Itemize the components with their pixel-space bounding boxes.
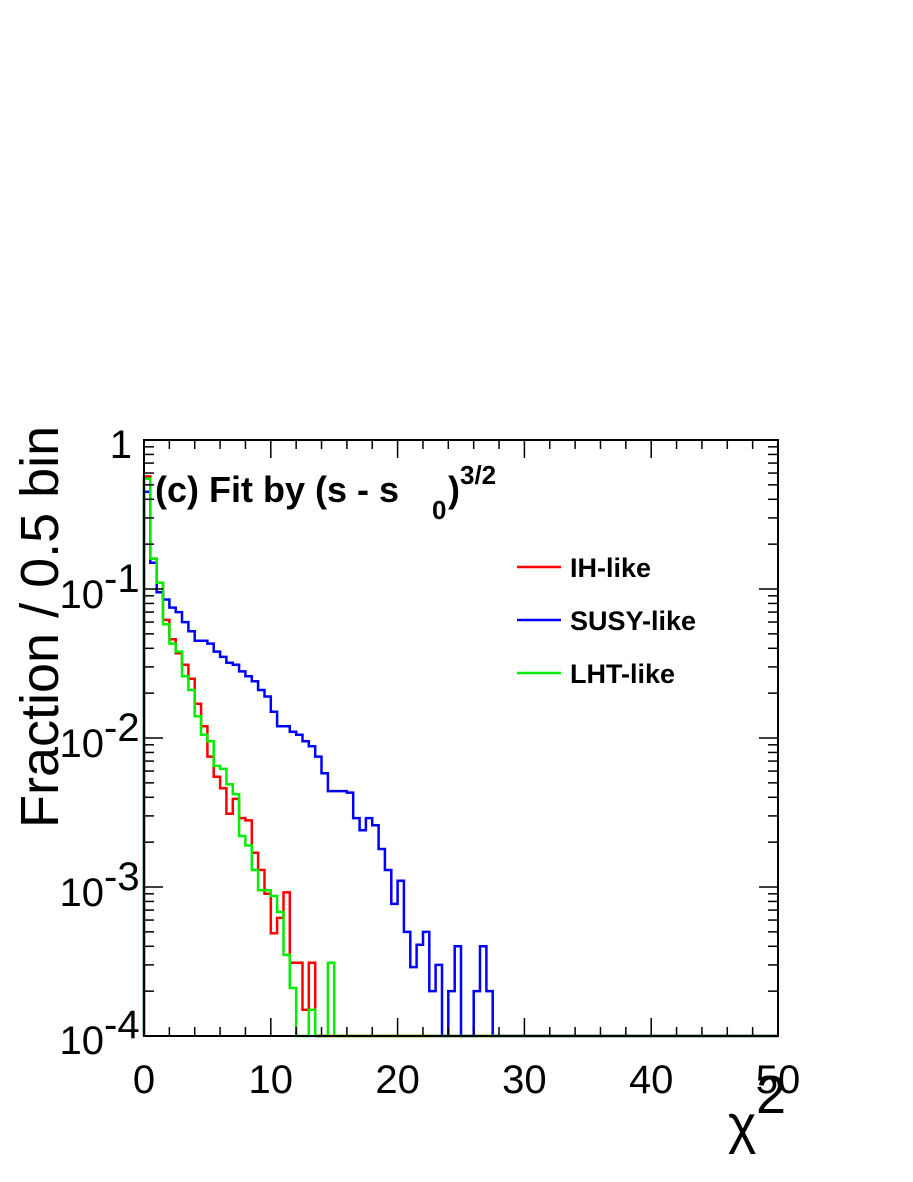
legend-label-lht: LHT-like (570, 659, 675, 689)
x-axis-title-base: χ (728, 1095, 756, 1155)
legend-label-ih: IH-like (570, 553, 651, 583)
y-tick-label: 1 (110, 423, 132, 467)
y-tick-label: 10 (60, 722, 105, 766)
legend: IH-like SUSY-like LHT-like (517, 553, 696, 689)
series-line-susy-like (142, 490, 778, 1038)
x-tick-labels: 0 10 20 30 40 50 (133, 1058, 800, 1102)
y-tick-label: 10 (60, 573, 105, 617)
annotation-main: (c) Fit by (s - s (155, 469, 399, 510)
x-axis-title: χ 2 (728, 1065, 786, 1155)
series-line-ih-like (142, 475, 778, 1038)
y-tick-label: 10 (60, 1019, 105, 1063)
y-tick-exponent: -3 (104, 855, 140, 899)
annotation-subscript: 0 (432, 495, 446, 525)
x-axis-title-superscript: 2 (756, 1065, 786, 1125)
x-tick-label: 50 (756, 1058, 801, 1102)
x-tick-label: 10 (249, 1058, 294, 1102)
y-tick-exponent: -2 (104, 706, 140, 750)
x-tick-label: 30 (502, 1058, 547, 1102)
y-tick-labels: 1 10 -1 10 -2 10 -3 10 -4 (60, 423, 140, 1063)
y-tick-exponent: -4 (104, 1003, 140, 1047)
x-tick-label: 40 (629, 1058, 674, 1102)
x-tick-label: 20 (375, 1058, 420, 1102)
y-tick-exponent: -1 (104, 557, 140, 601)
annotation-superscript: 3/2 (460, 460, 496, 490)
x-tick-label: 0 (133, 1058, 155, 1102)
y-tick-label: 10 (60, 871, 105, 915)
legend-label-susy: SUSY-like (570, 606, 696, 636)
chart-annotation: (c) Fit by (s - s 0 ) 3/2 (155, 460, 496, 525)
y-axis-title: Fraction / 0.5 bin (10, 426, 70, 828)
annotation-close: ) (448, 469, 460, 510)
tick-marks (143, 439, 779, 1037)
